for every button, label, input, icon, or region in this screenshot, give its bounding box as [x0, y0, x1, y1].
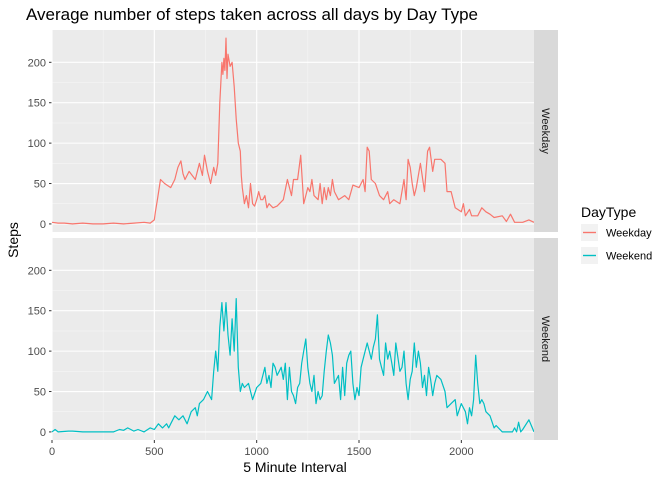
facet-strip — [534, 30, 558, 232]
y-tick-label: 0 — [40, 219, 46, 231]
facet-strip — [534, 238, 558, 440]
y-tick-label: 100 — [28, 138, 46, 150]
x-tick-label: 2000 — [449, 446, 473, 458]
y-tick-label: 0 — [40, 427, 46, 439]
series-line-weekday — [51, 37, 535, 225]
y-tick-label: 200 — [28, 57, 46, 69]
facet-strip-label: Weekday — [539, 108, 551, 154]
y-tick-label: 200 — [28, 265, 46, 277]
y-tick-label: 50 — [34, 387, 46, 399]
legend-label-weekend: Weekend — [606, 251, 652, 263]
legend-title: DayType — [581, 204, 636, 220]
x-tick-label: 1500 — [347, 446, 371, 458]
y-tick-label: 150 — [28, 306, 46, 318]
y-axis-title: Steps — [5, 222, 21, 258]
panel-background — [52, 238, 534, 440]
x-tick-label: 1000 — [244, 446, 268, 458]
y-tick-label: 150 — [28, 98, 46, 110]
panel-weekday: 0 50 100 150 200 Weekday — [28, 30, 558, 232]
y-tick-label: 50 — [34, 179, 46, 191]
y-tick-label: 100 — [28, 346, 46, 358]
legend: DayType Weekday Weekend — [581, 204, 652, 264]
facet-strip-label: Weekend — [539, 316, 551, 362]
x-tick-label: 0 — [49, 446, 55, 458]
series-line-weekend — [51, 298, 535, 433]
legend-label-weekday: Weekday — [606, 228, 652, 240]
x-axis-title: 5 Minute Interval — [243, 459, 347, 475]
panel-background — [52, 30, 534, 232]
x-tick-label: 500 — [145, 446, 163, 458]
chart-title: Average number of steps taken across all… — [26, 5, 478, 24]
